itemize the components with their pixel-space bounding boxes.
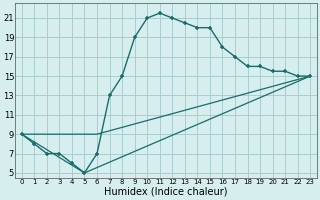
X-axis label: Humidex (Indice chaleur): Humidex (Indice chaleur) (104, 187, 228, 197)
